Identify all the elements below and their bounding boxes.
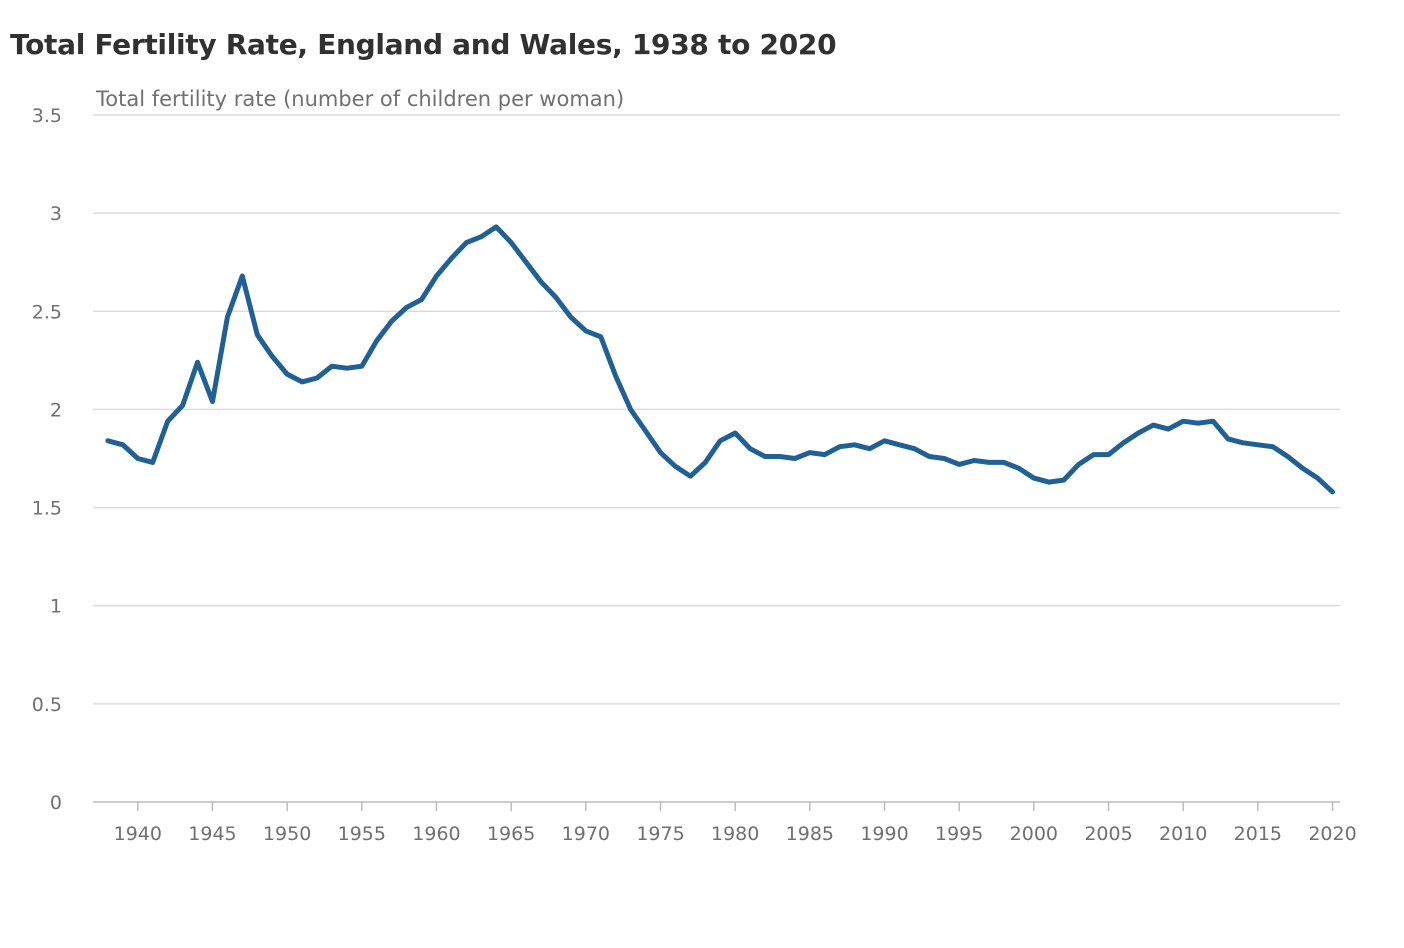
x-tick-label: 1980 — [711, 823, 759, 845]
x-tick-label: 2010 — [1159, 823, 1207, 845]
y-tick-label: 1.5 — [32, 498, 62, 520]
y-tick-label: 2 — [50, 399, 62, 421]
x-tick-label: 1995 — [935, 823, 983, 845]
y-tick-label: 2.5 — [32, 301, 62, 323]
y-tick-label: 0.5 — [32, 694, 62, 716]
y-tick-label: 0 — [50, 792, 62, 814]
x-tick-label: 1965 — [487, 823, 535, 845]
x-tick-label: 1975 — [636, 823, 684, 845]
grid-lines — [93, 114, 1340, 705]
x-tick-label: 2015 — [1234, 823, 1282, 845]
x-tick-label: 1985 — [786, 823, 834, 845]
x-tick-label: 1955 — [338, 823, 386, 845]
x-tick-label: 1945 — [188, 823, 236, 845]
x-tick-label: 1960 — [412, 823, 460, 845]
x-tick-label: 1970 — [562, 823, 610, 845]
y-axis-ticks: 0 0.5 1 1.5 2 2.5 3 3.5 — [32, 105, 62, 814]
x-axis-ticks: 1940 1945 1950 1955 1960 1965 1970 1975 1980 1985… — [114, 802, 1357, 845]
x-tick-label: 2005 — [1084, 823, 1132, 845]
y-tick-label: 3 — [50, 203, 62, 225]
x-tick-label: 1950 — [263, 823, 311, 845]
x-tick-label: 2000 — [1010, 823, 1058, 845]
series-layer — [105, 224, 1335, 495]
x-tick-label: 1990 — [860, 823, 908, 845]
series-line-total-fertility-rate — [105, 224, 1335, 495]
x-tick-label: 1940 — [114, 823, 162, 845]
y-tick-label: 3.5 — [32, 105, 62, 127]
x-tick-label: 2020 — [1308, 823, 1356, 845]
chart-title: Total Fertility Rate, England and Wales,… — [10, 28, 837, 61]
y-axis-label: Total fertility rate (number of children… — [95, 87, 624, 111]
y-tick-label: 1 — [50, 596, 62, 618]
